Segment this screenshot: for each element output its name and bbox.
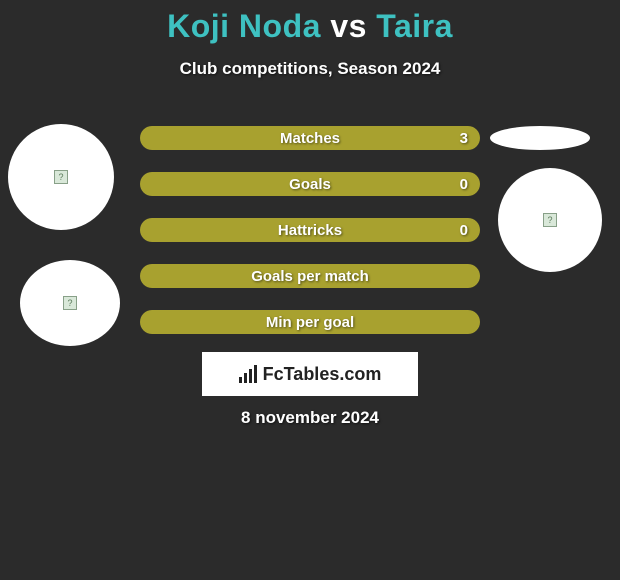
brand-box: FcTables.com (202, 352, 418, 396)
image-placeholder-icon (543, 213, 557, 227)
stat-label: Goals (140, 172, 480, 196)
vs-label: vs (330, 8, 367, 44)
bar-chart-icon (239, 365, 257, 383)
stat-value: 0 (460, 218, 468, 242)
page-title: Koji Noda vs Taira (0, 0, 620, 45)
stat-label: Goals per match (140, 264, 480, 288)
stat-row-matches: Matches 3 (140, 126, 480, 150)
stat-value: 0 (460, 172, 468, 196)
stat-row-goals: Goals 0 (140, 172, 480, 196)
footer-date: 8 november 2024 (0, 408, 620, 428)
decorative-ellipse (490, 126, 590, 150)
content-root: Koji Noda vs Taira Club competitions, Se… (0, 0, 620, 580)
stat-label: Min per goal (140, 310, 480, 334)
stat-label: Matches (140, 126, 480, 150)
image-placeholder-icon (63, 296, 77, 310)
avatar-placeholder (8, 124, 114, 230)
stat-row-min-per-goal: Min per goal (140, 310, 480, 334)
avatar-placeholder (498, 168, 602, 272)
player2-name: Taira (376, 8, 453, 44)
image-placeholder-icon (54, 170, 68, 184)
stat-row-goals-per-match: Goals per match (140, 264, 480, 288)
stat-value: 3 (460, 126, 468, 150)
stat-row-hattricks: Hattricks 0 (140, 218, 480, 242)
stat-label: Hattricks (140, 218, 480, 242)
player1-name: Koji Noda (167, 8, 321, 44)
brand-text: FcTables.com (263, 364, 382, 385)
avatar-placeholder (20, 260, 120, 346)
subtitle: Club competitions, Season 2024 (0, 59, 620, 79)
stats-bars: Matches 3 Goals 0 Hattricks 0 Goals per … (140, 126, 480, 356)
